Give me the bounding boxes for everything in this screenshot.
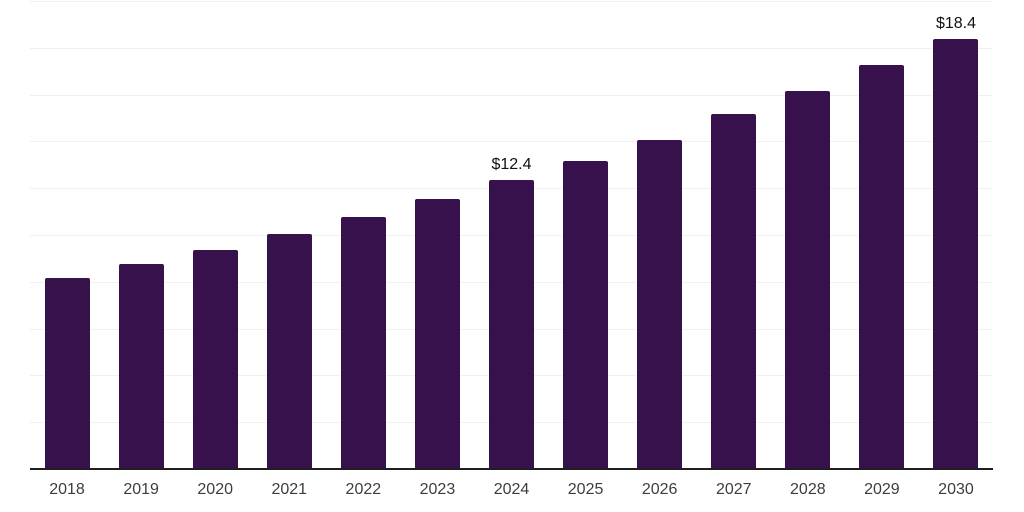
gridline-18 [30, 47, 993, 49]
x-tick-label-2029: 2029 [864, 481, 900, 498]
x-tick-label-2022: 2022 [345, 481, 382, 498]
x-tick-label-2023: 2023 [419, 481, 456, 498]
x-tick-label-2019: 2019 [123, 481, 159, 498]
bar-2023 [414, 198, 460, 470]
bar-band-2019 [104, 2, 178, 470]
bar-band-2021 [252, 2, 326, 470]
x-tick-label-2020: 2020 [197, 481, 233, 498]
bar-2026 [637, 140, 683, 470]
bar-2029 [859, 65, 905, 470]
x-tick-label-2030: 2030 [938, 481, 974, 498]
x-axis-tick-labels: 2018 2019 2020 2021 2022 2023 2024 2025 2026 2027… [30, 481, 993, 499]
bar-value-label-2024: $12.4 [491, 155, 532, 173]
bar-band-2024: $12.4 [474, 2, 548, 470]
bar-2024: $12.4 [489, 156, 534, 470]
bar-2019 [118, 264, 164, 470]
x-tick-label-2018: 2018 [49, 481, 85, 498]
bar-band-2025 [549, 2, 623, 470]
bar-band-2030: $18.4 [919, 2, 993, 470]
bar-2030: $18.4 [933, 15, 979, 470]
bars-container: $12.4 $18.4 [30, 2, 993, 470]
gridline-14 [30, 141, 993, 143]
bar-2027 [711, 114, 757, 470]
bar-2025 [563, 161, 609, 470]
bar-2021 [266, 233, 312, 470]
gridline-16 [30, 94, 993, 96]
x-axis-line [30, 468, 993, 470]
bar-band-2028 [771, 2, 845, 470]
x-tick-label-2024: 2024 [493, 481, 530, 498]
bar-band-2027 [697, 2, 771, 470]
plot-area: $12.4 $18.4 [30, 1, 993, 470]
x-tick-label-2028: 2028 [790, 481, 826, 498]
x-tick-label-2025: 2025 [567, 481, 604, 498]
bar-band-2023 [400, 2, 474, 470]
bar-band-2020 [178, 2, 252, 470]
bar-2020 [192, 250, 238, 470]
bar-2018 [44, 278, 90, 470]
x-tick-label-2027: 2027 [715, 481, 752, 498]
gridline-20 [30, 1, 993, 2]
bar-band-2029 [845, 2, 919, 470]
bar-2028 [785, 90, 831, 470]
bar-band-2018 [30, 2, 104, 470]
x-tick-label-2021: 2021 [271, 481, 308, 498]
x-tick-label-2026: 2026 [641, 481, 678, 498]
bar-band-2026 [623, 2, 697, 470]
bar-value-label-2030: $18.4 [935, 15, 976, 33]
bar-band-2022 [326, 2, 400, 470]
bar-2022 [340, 217, 386, 470]
